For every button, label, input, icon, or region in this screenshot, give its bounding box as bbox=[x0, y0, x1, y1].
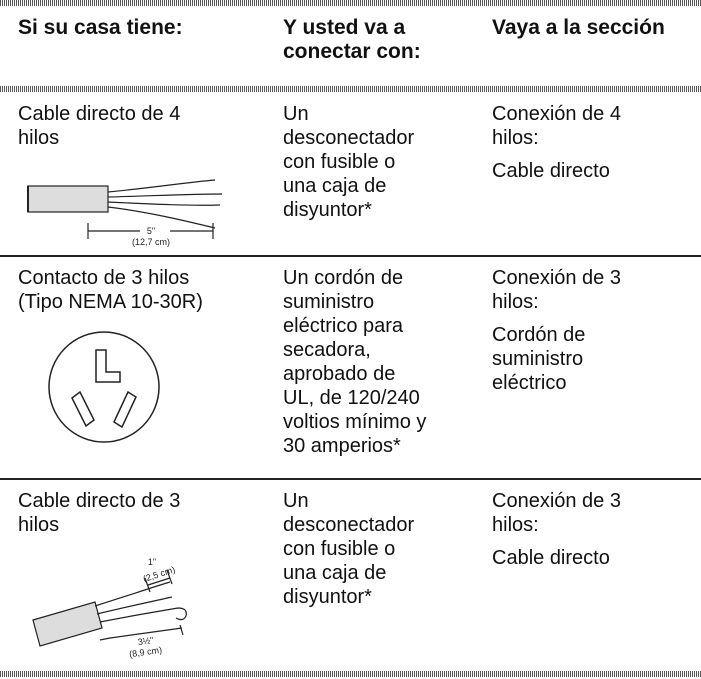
house-cell: hilos bbox=[18, 127, 60, 149]
header-rule bbox=[0, 86, 701, 92]
section-cell: eléctrico bbox=[492, 372, 567, 394]
section-cell: suministro bbox=[492, 348, 584, 370]
section-cell: hilos: bbox=[492, 291, 539, 313]
connect-cell: disyuntor* bbox=[283, 586, 372, 608]
connect-cell: Un cordón de bbox=[283, 267, 404, 289]
section-cell: hilos: bbox=[492, 127, 539, 149]
outlet-nema-10-30r bbox=[48, 331, 160, 443]
connect-cell: con fusible o bbox=[283, 538, 396, 560]
house-cell: (Tipo NEMA 10-30R) bbox=[18, 291, 203, 313]
house-cell: Contacto de 3 hilos bbox=[18, 267, 190, 289]
figure-label: (12,7 cm) bbox=[132, 237, 170, 247]
connect-cell: con fusible o bbox=[283, 151, 396, 173]
connect-cell: UL, de 120/240 bbox=[283, 387, 420, 409]
section-cell: Conexión de 3 bbox=[492, 267, 621, 289]
section-cell: Cable directo bbox=[492, 160, 610, 182]
section-cell: Cordón de bbox=[492, 324, 586, 346]
column-header: Si su casa tiene: bbox=[18, 16, 183, 39]
row-rule bbox=[0, 255, 701, 257]
connect-cell: suministro bbox=[283, 291, 375, 313]
house-cell: hilos bbox=[18, 514, 60, 536]
connect-cell: Un bbox=[283, 490, 309, 512]
connect-cell: desconectador bbox=[283, 127, 415, 149]
top-rule bbox=[0, 0, 701, 6]
cable-3-wire: 1" (2,5 cm) 3½" (8,9 cm) bbox=[32, 557, 187, 659]
connect-cell: disyuntor* bbox=[283, 199, 372, 221]
connect-cell: secadora, bbox=[283, 339, 371, 361]
connect-cell: aprobado de bbox=[283, 363, 396, 385]
connect-cell: eléctrico para bbox=[283, 315, 404, 337]
column-header: Y usted va a bbox=[283, 16, 406, 39]
section-cell: Conexión de 4 bbox=[492, 103, 621, 125]
cable-4-wire: 5" (12,7 cm) bbox=[27, 179, 223, 247]
section-cell: Conexión de 3 bbox=[492, 490, 621, 512]
house-cell: Cable directo de 4 bbox=[18, 103, 181, 125]
connect-cell: voltios mínimo y bbox=[283, 411, 427, 433]
bottom-rule bbox=[0, 671, 701, 677]
figure-label: 3½" bbox=[137, 635, 154, 647]
connect-cell: Un bbox=[283, 103, 309, 125]
column-header: conectar con: bbox=[283, 40, 421, 63]
section-cell: Cable directo bbox=[492, 547, 610, 569]
house-cell: Cable directo de 3 bbox=[18, 490, 181, 512]
column-header: Vaya a la sección bbox=[492, 16, 665, 39]
connect-cell: desconectador bbox=[283, 514, 415, 536]
connect-cell: 30 amperios* bbox=[283, 435, 401, 457]
section-cell: hilos: bbox=[492, 514, 539, 536]
row-rule bbox=[0, 478, 701, 480]
figure-label: 1" bbox=[148, 557, 156, 567]
figure-label: (8,9 cm) bbox=[129, 645, 163, 659]
connect-cell: una caja de bbox=[283, 175, 387, 197]
connect-cell: una caja de bbox=[283, 562, 387, 584]
figure-label: 5" bbox=[147, 226, 155, 236]
